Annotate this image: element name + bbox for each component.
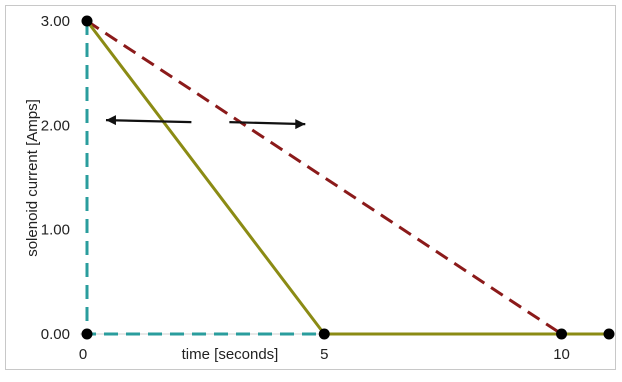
tick-layer: 0.00 1.00 2.00 3.00 0 5 10 [41, 13, 570, 363]
x-tick-label: 10 [553, 346, 570, 363]
y-tick-label: 3.00 [41, 13, 70, 30]
data-point-marker [81, 15, 93, 27]
data-point-marker [81, 328, 93, 340]
annotation-arrow-head-0 [105, 115, 116, 126]
marker-layer [81, 15, 615, 340]
chart-border [5, 5, 616, 370]
data-point-marker [556, 328, 568, 340]
y-tick-label: 1.00 [41, 222, 70, 239]
x-tick-label: 5 [320, 346, 328, 363]
annotation-arrow-shaft-1 [229, 121, 306, 126]
y-axis-label: solenoid current [Amps] [24, 99, 41, 257]
data-point-marker [603, 328, 615, 340]
y-tick-label: 0.00 [41, 326, 70, 343]
annotation-arrow-shaft-0 [105, 119, 192, 124]
x-axis-label: time [seconds] [182, 346, 279, 363]
annotation-arrow-head-1 [295, 119, 306, 130]
x-tick-label: 0 [79, 346, 87, 363]
y-tick-label: 2.00 [41, 117, 70, 134]
data-point-marker [318, 328, 330, 340]
annotation-layer [105, 115, 306, 130]
